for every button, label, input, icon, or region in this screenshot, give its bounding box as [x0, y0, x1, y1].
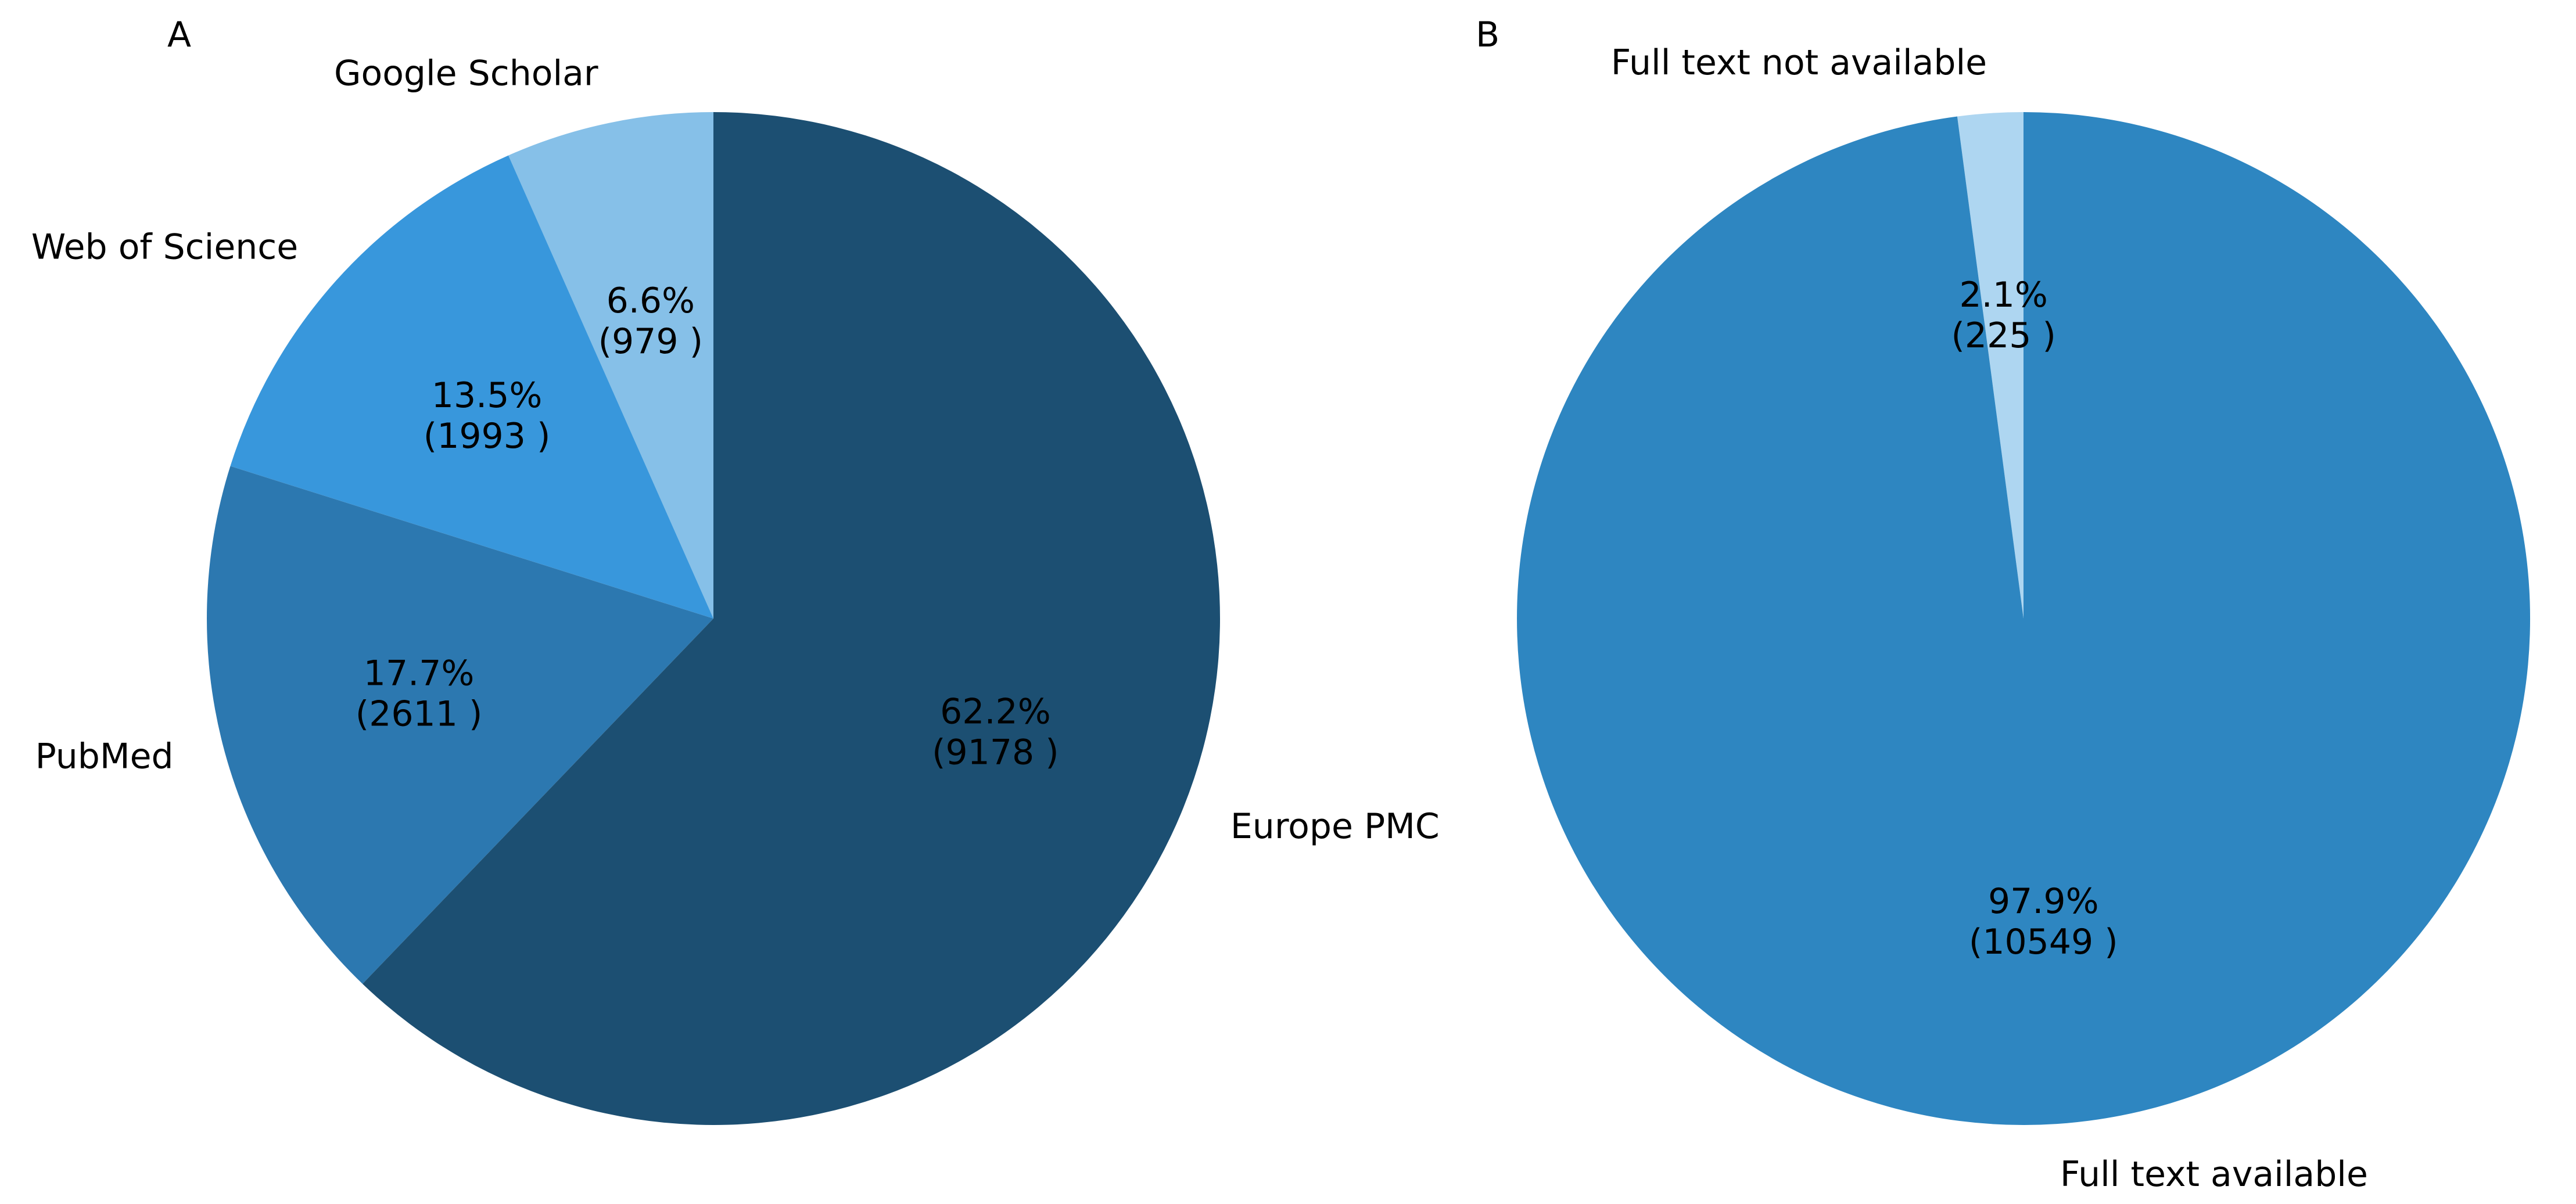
slice-percent-europe-pmc: 62.2%: [940, 691, 1051, 732]
pie-slice-europe-pmc: [363, 112, 1221, 1126]
slice-percent-full-text-available: 97.9%: [1988, 881, 2099, 922]
slice-count-europe-pmc: (9178 ): [932, 732, 1059, 772]
slice-count-pubmed: (2611 ): [356, 693, 483, 734]
slice-label-web-of-science: Web of Science: [31, 227, 298, 267]
slice-count-full-text-available: (10549 ): [1969, 922, 2118, 962]
slice-percent-full-text-not-available: 2.1%: [1959, 275, 2047, 315]
pie-slice-full-text-not-available: [1957, 112, 2024, 619]
panel-label-a: A: [167, 15, 191, 55]
slice-percent-web-of-science: 13.5%: [432, 375, 543, 416]
slice-label-europe-pmc: Europe PMC: [1230, 806, 1440, 847]
pie-slice-full-text-available: [1517, 112, 2531, 1125]
pie-slice-google-scholar: [508, 112, 713, 619]
panel-label-b: B: [1476, 15, 1499, 55]
slice-count-full-text-not-available: (225 ): [1951, 315, 2055, 356]
slice-count-google-scholar: (979 ): [598, 321, 703, 362]
pie-chart-b: B Full text available 97.9%(10549 ) Full t…: [1476, 15, 2531, 1195]
slice-label-google-scholar: Google Scholar: [334, 53, 598, 94]
pie-slice-web-of-science: [230, 155, 713, 619]
pie-chart-a: A Europe PMC 62.2%(9178 ) PubMed 17.7%(2611…: [31, 15, 1440, 1126]
slice-label-full-text-available: Full text available: [2060, 1154, 2368, 1195]
slice-percent-google-scholar: 6.6%: [607, 281, 695, 321]
slice-percent-pubmed: 17.7%: [364, 653, 475, 693]
slice-label-pubmed: PubMed: [35, 736, 174, 777]
slice-label-full-text-not-available: Full text not available: [1611, 42, 1987, 83]
pie-slice-pubmed: [207, 466, 713, 984]
slice-count-web-of-science: (1993 ): [424, 416, 551, 457]
